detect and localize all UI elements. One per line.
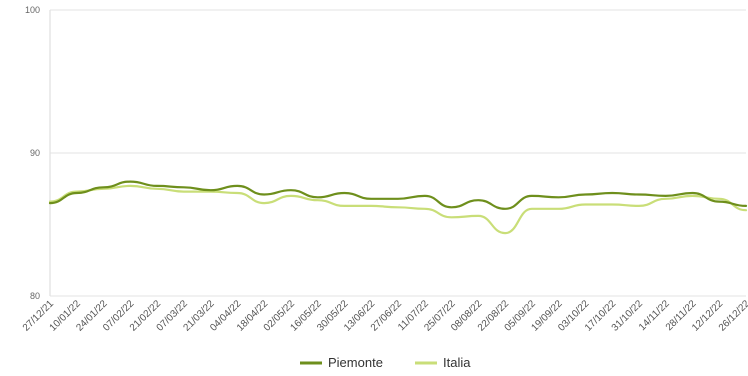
y-tick-label: 100 bbox=[25, 5, 40, 15]
series-line-piemonte bbox=[48, 180, 748, 210]
y-tick-label: 80 bbox=[30, 291, 40, 301]
chart-legend: Piemonte Italia bbox=[300, 355, 471, 370]
chart-grid bbox=[49, 9, 746, 297]
y-tick-label: 90 bbox=[30, 148, 40, 158]
chart-series bbox=[48, 180, 748, 235]
x-axis-ticks: 27/12/2110/01/2224/01/2207/02/2221/02/22… bbox=[21, 298, 748, 334]
series-line-italia bbox=[48, 184, 748, 235]
legend-label: Italia bbox=[443, 355, 471, 370]
legend-label: Piemonte bbox=[328, 355, 383, 370]
y-axis-ticks: 100 90 80 bbox=[25, 5, 40, 301]
